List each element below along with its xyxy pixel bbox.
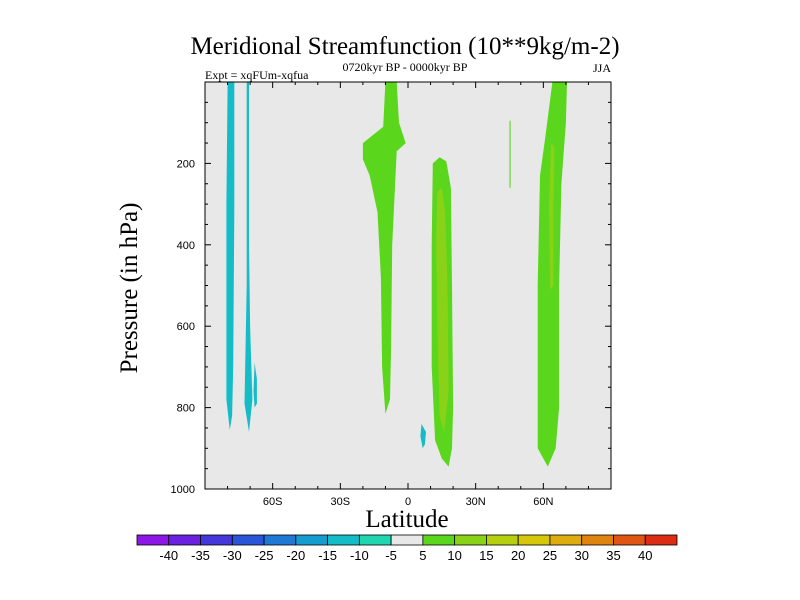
colorbar-swatch bbox=[486, 534, 519, 546]
colorbar-swatch bbox=[390, 534, 424, 546]
y-tick-label: 400 bbox=[177, 240, 195, 252]
colorbar-swatch bbox=[549, 534, 583, 546]
y-tick-label: 800 bbox=[177, 403, 195, 415]
colorbar-swatch bbox=[422, 534, 456, 546]
colorbar-label: 20 bbox=[511, 548, 525, 563]
colorbar-swatch bbox=[517, 534, 551, 546]
colorbar-swatch bbox=[136, 534, 170, 546]
colorbar-swatch bbox=[263, 534, 297, 546]
y-axis-label: Pressure (in hPa) bbox=[116, 203, 143, 374]
contour-region-4 bbox=[362, 82, 406, 414]
colorbar-label: -10 bbox=[350, 548, 369, 563]
y-tick-label: 1000 bbox=[171, 484, 195, 496]
x-tick-label: 0 bbox=[405, 496, 411, 508]
colorbar-swatch bbox=[581, 534, 614, 546]
chart-subtitle-right: JJA bbox=[593, 61, 611, 75]
colorbar-label: 40 bbox=[638, 548, 652, 563]
chart-subtitle-left: Expt = xqFUm-xqfua bbox=[205, 68, 309, 82]
colorbar-swatch bbox=[200, 534, 233, 546]
y-tick-label: 600 bbox=[177, 321, 195, 333]
contour-region-9 bbox=[549, 143, 555, 290]
colorbar-label: -5 bbox=[385, 548, 397, 563]
x-axis-label: Latitude bbox=[365, 506, 448, 533]
colorbar-label: -25 bbox=[255, 548, 274, 563]
colorbar-label: 30 bbox=[574, 548, 588, 563]
y-tick-label: 200 bbox=[177, 158, 195, 170]
contour-region-8 bbox=[436, 187, 449, 432]
colorbar-swatch bbox=[295, 534, 328, 546]
x-tick-label: 60N bbox=[533, 496, 553, 508]
colorbar: -40 -35 -30 -25 -20 -15 -10 -5 5 10 15 20 25 30 35 40 bbox=[136, 534, 678, 563]
x-tick-label: 60S bbox=[263, 496, 283, 508]
colorbar-label: -35 bbox=[191, 548, 210, 563]
colorbar-label: 25 bbox=[543, 548, 557, 563]
contour-region-6 bbox=[509, 120, 511, 188]
contour-region-1 bbox=[244, 82, 253, 432]
chart-title: Meridional Streamfunction (10**9kg/m-2) bbox=[190, 33, 619, 60]
colorbar-label: 15 bbox=[479, 548, 493, 563]
colorbar-swatch bbox=[613, 534, 646, 546]
colorbar-swatch bbox=[231, 534, 265, 546]
colorbar-swatch bbox=[454, 534, 487, 546]
colorbar-swatch bbox=[327, 534, 360, 546]
contour-region-3 bbox=[420, 423, 426, 449]
colorbar-label: -20 bbox=[286, 548, 305, 563]
colorbar-label: 10 bbox=[447, 548, 461, 563]
colorbar-label: -40 bbox=[159, 548, 178, 563]
contour-regions bbox=[226, 82, 567, 467]
axis-ticks: 60S 30S 0 30N 60N 200 400 600 800 1000 bbox=[171, 81, 612, 508]
x-tick-label: 30N bbox=[466, 496, 486, 508]
x-tick-label: 30S bbox=[331, 496, 351, 508]
plot-area: 60S 30S 0 30N 60N 200 400 600 800 1000 bbox=[171, 81, 612, 508]
contour-region-2 bbox=[253, 362, 257, 408]
colorbar-swatch bbox=[644, 534, 678, 546]
colorbar-swatch bbox=[168, 534, 201, 546]
contour-region-0 bbox=[226, 82, 235, 430]
colorbar-swatch bbox=[358, 534, 392, 546]
colorbar-label: -15 bbox=[318, 548, 337, 563]
colorbar-label: -30 bbox=[223, 548, 242, 563]
chart-subtitle-center: 0720kyr BP - 0000kyr BP bbox=[343, 60, 468, 74]
colorbar-label: 5 bbox=[419, 548, 426, 563]
colorbar-label: 35 bbox=[606, 548, 620, 563]
